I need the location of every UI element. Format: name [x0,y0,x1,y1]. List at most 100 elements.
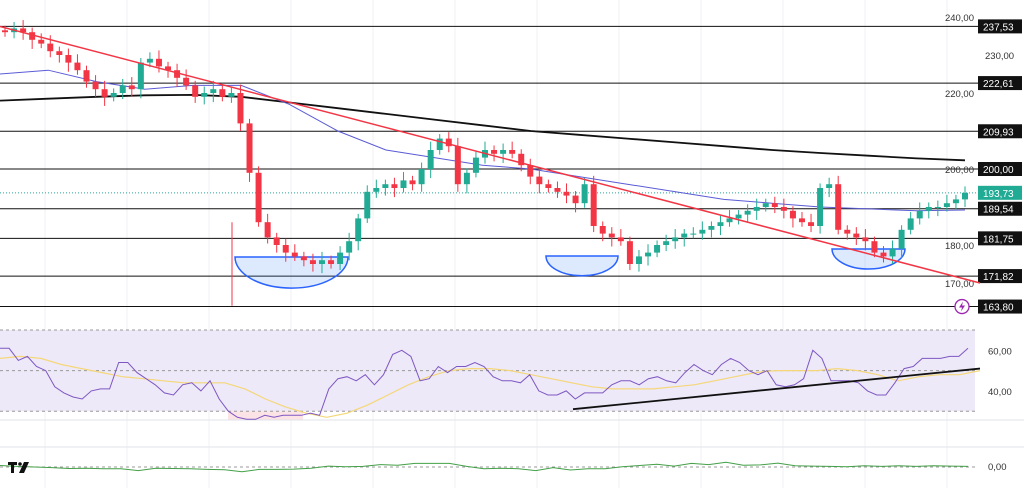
candle-body [762,203,769,207]
candle-body [518,153,525,166]
candle-body [219,89,226,97]
candle-body [355,218,362,242]
candle-body [871,241,878,253]
candle-body [246,123,253,173]
rsi-trendline [572,367,981,411]
candle-body [382,184,389,188]
level-label: 181,75 [983,234,1014,245]
candle-body [47,43,54,52]
y-tick-label: 200,00 [945,165,974,176]
candle-body [174,70,181,78]
candle-body [808,222,815,226]
candle-body [817,188,824,226]
candle-body [228,93,235,97]
candle-body [744,210,751,215]
level-label: 237,53 [983,22,1014,33]
candle-body [210,89,217,93]
candle-body [853,233,860,238]
candle-body [780,207,787,211]
candle-body [192,85,199,97]
candle-body [328,260,335,264]
candle-body [273,237,280,245]
candle-body [463,172,470,185]
candle-body [626,241,633,264]
level-label: 189,54 [983,205,1014,216]
candle-body [798,218,805,223]
candle-body [527,165,534,177]
candle-body [364,191,371,219]
candle-body [735,214,742,219]
candle-body [409,180,416,185]
candle-body [29,32,36,40]
candle-body [119,85,126,93]
candle-body [291,252,298,257]
candle-body [346,241,353,253]
oscillator-tick-label: 0,00 [988,462,1007,473]
candle-body [155,58,162,67]
candle-body [65,55,72,63]
candle-body [300,256,307,261]
candle-body [925,207,932,211]
candle-body [907,218,914,230]
candle-body [391,184,398,188]
candle-body [101,89,108,97]
candle-body [183,77,190,86]
tradingview-logo [8,462,29,473]
candle-body [237,93,244,124]
rsi-line [0,347,969,420]
candle-body [726,218,733,223]
y-tick-label: 180,00 [945,241,974,252]
rounding-bottom-pattern [831,248,906,270]
candle-body [690,233,697,235]
candle-body [699,229,706,234]
candle-body [400,180,407,188]
candle-body [165,66,172,71]
candle-body [418,169,425,185]
level-label-bg [978,76,1022,91]
moving-average-short [0,69,966,212]
rounding-bottom-pattern [234,256,349,289]
candle-body [952,199,959,204]
y-tick-label: 230,00 [985,51,1014,62]
level-label: 222,61 [983,79,1014,90]
candle-body [645,252,652,257]
candle-body [536,176,543,185]
level-label: 200,00 [983,165,1014,176]
candle-body [771,203,778,207]
rsi-tick-label: 40,00 [988,387,1012,398]
candle-body [844,229,851,234]
candle-body [708,226,715,230]
candle-body [880,252,887,257]
candle-body [862,237,869,242]
candle-body [753,207,760,211]
candle-body [581,184,588,204]
candle-body [663,241,670,245]
candle-body [436,138,443,150]
lightning-glyph [959,301,965,312]
candle-body [789,210,796,219]
candle-body [617,237,624,242]
y-tick-label: 220,00 [945,89,974,100]
candle-body [826,184,833,188]
candle-body [681,233,688,238]
candle-body [572,195,579,204]
candle-body [472,157,479,173]
candle-body [255,172,262,223]
candle-body [92,81,99,90]
candle-body [654,245,661,253]
candle-body [146,58,153,63]
level-label-bg [978,231,1022,246]
y-tick-label: 170,00 [945,279,974,290]
candle-body [491,150,498,154]
rsi-moving-average [0,355,981,418]
candle-body [545,184,552,188]
level-label-bg [978,162,1022,176]
level-label-bg [978,269,1022,284]
candle-body [264,222,271,238]
candle-body [672,237,679,242]
level-label: 171,82 [983,272,1014,283]
level-label-bg [978,124,1022,139]
candle-body [318,260,325,264]
candle-body [373,188,380,192]
